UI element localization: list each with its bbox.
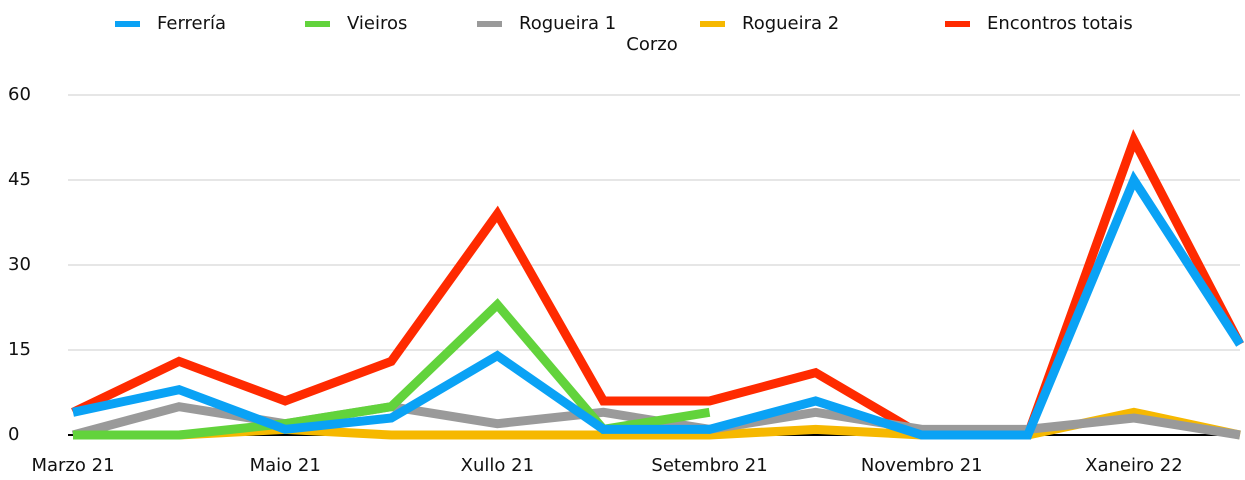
x-tick-label: Xaneiro 22: [1085, 455, 1183, 476]
x-tick-label: Novembro 21: [861, 455, 983, 476]
legend-label: Vieiros: [347, 13, 407, 34]
y-tick-label: 0: [8, 424, 19, 445]
series-line: [71, 129, 1244, 440]
y-tick-label: 30: [8, 254, 31, 275]
y-tick-label: 45: [8, 169, 31, 190]
legend-label: Encontros totais: [987, 13, 1133, 34]
legend-label: Ferrería: [157, 13, 226, 34]
x-tick-label: Setembro 21: [651, 455, 767, 476]
x-tick-label: Xullo 21: [461, 455, 534, 476]
series-line: [72, 170, 1244, 440]
y-tick-label: 60: [8, 84, 31, 105]
x-tick-label: Marzo 21: [31, 455, 114, 476]
legend-label: Rogueira 1: [519, 13, 616, 34]
chart-title: Corzo: [626, 34, 677, 55]
legend-label: Rogueira 2: [742, 13, 839, 34]
y-tick-label: 15: [8, 339, 31, 360]
x-tick-label: Maio 21: [250, 455, 321, 476]
